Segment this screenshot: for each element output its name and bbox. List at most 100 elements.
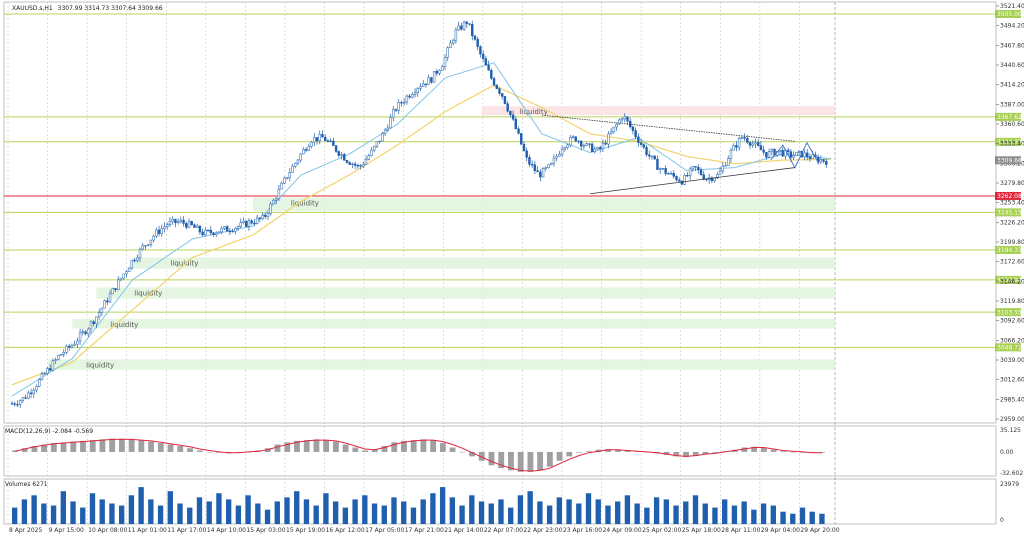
candle-body	[517, 128, 520, 134]
candle-body	[136, 257, 139, 261]
candle-body	[612, 126, 616, 133]
candle-body	[182, 219, 185, 224]
candle-body	[190, 221, 193, 225]
macd-histogram-bar	[109, 438, 116, 452]
candle-body	[601, 142, 605, 150]
volume-bar	[595, 499, 601, 524]
candle-body	[465, 21, 468, 24]
volume-bar	[712, 507, 718, 524]
candle-body	[62, 352, 65, 355]
volume-bar	[663, 499, 670, 524]
candle-body	[479, 46, 482, 55]
candle-body	[781, 149, 784, 157]
candle-body	[394, 109, 398, 111]
volume-tick-label: 0	[1000, 517, 1004, 524]
candle-body	[67, 345, 71, 348]
liquidity-label: liquidity	[291, 200, 319, 208]
liquidity-zone	[48, 359, 836, 370]
candle-body	[100, 307, 104, 313]
volume-bar	[751, 509, 757, 524]
time-tick-label: 16 Apr 12:00	[326, 527, 365, 534]
candle-body	[756, 142, 760, 146]
macd-histogram-bar	[60, 442, 67, 452]
macd-histogram-bar	[780, 451, 787, 452]
macd-histogram-bar	[41, 444, 48, 452]
volume-bar	[683, 501, 689, 524]
level-price-label: 3103.55	[997, 309, 1022, 316]
candle-body	[451, 39, 455, 44]
candle-body	[435, 71, 439, 74]
candle-body	[193, 224, 196, 228]
candle-body	[675, 176, 678, 181]
candle-body	[490, 69, 493, 79]
candle-body	[645, 146, 648, 156]
macd-histogram-bar	[294, 440, 300, 452]
price-tick-label: 3387.00	[1000, 101, 1024, 108]
candle-body	[255, 217, 259, 224]
candle-body	[457, 25, 460, 31]
volume-bar	[284, 497, 290, 524]
volume-bar	[605, 505, 611, 524]
candle-body	[424, 83, 428, 85]
candle-body	[683, 174, 686, 185]
liquidity-label: liquidity	[520, 108, 548, 116]
level-price-badge	[995, 208, 1021, 217]
volume-bar	[722, 499, 728, 524]
macd-histogram-bar	[148, 441, 155, 452]
candle-body	[386, 127, 390, 131]
candle-body	[277, 188, 281, 200]
volume-bar	[391, 497, 397, 524]
candle-body	[168, 220, 172, 225]
volume-bar	[89, 493, 96, 524]
volume-bar	[352, 499, 358, 524]
volume-bar	[469, 495, 475, 524]
volume-bar	[31, 495, 37, 524]
candle-body	[264, 215, 267, 217]
candle-body	[691, 166, 695, 170]
volume-bar	[41, 503, 47, 524]
candle-body	[307, 146, 311, 151]
candle-body	[468, 23, 471, 25]
price-tick-label: 3012.60	[1000, 377, 1024, 384]
volume-bar	[615, 501, 621, 524]
volume-bar	[634, 503, 640, 524]
candle-body	[620, 118, 624, 121]
candle-body	[315, 137, 319, 142]
liquidity-zone	[132, 257, 836, 269]
candle-body	[364, 159, 368, 165]
candle-body	[637, 136, 640, 143]
candle-body	[751, 143, 754, 146]
price-tick-label: 3172.60	[1000, 259, 1024, 266]
candle-body	[389, 116, 392, 129]
macd-tick-label: -32.602	[1000, 470, 1023, 477]
time-tick-label: 22 Apr 07:00	[484, 527, 523, 534]
candle-body	[400, 102, 403, 104]
time-tick-label: 29 Apr 20:00	[800, 527, 839, 534]
candle-body	[588, 143, 591, 145]
time-tick-label: 14 Apr 10:00	[207, 527, 246, 534]
macd-histogram-bar	[128, 439, 135, 452]
volume-bar	[780, 511, 786, 524]
candle-body	[558, 153, 561, 157]
candle-body	[566, 144, 569, 148]
volume-bar	[585, 493, 592, 524]
candle-body	[310, 141, 313, 147]
price-tick-label: 3253.40	[1000, 200, 1024, 207]
candle-body	[713, 177, 716, 182]
candle-body	[95, 316, 98, 324]
price-tick-label: 3494.20	[1000, 23, 1024, 30]
macd-histogram-bar	[702, 451, 709, 455]
level-price-label: 3505.00	[997, 11, 1022, 18]
macd-histogram-bar	[546, 451, 553, 467]
candle-body	[473, 35, 477, 40]
volume-bar	[255, 503, 261, 524]
volume-bar	[790, 513, 796, 524]
candle-body	[160, 228, 163, 234]
candle-body	[599, 147, 602, 150]
candle-body	[795, 151, 798, 156]
candle-body	[678, 179, 681, 182]
liquidity-zone	[72, 318, 836, 329]
candle-body	[231, 230, 234, 233]
macd-histogram-bar	[605, 448, 612, 452]
